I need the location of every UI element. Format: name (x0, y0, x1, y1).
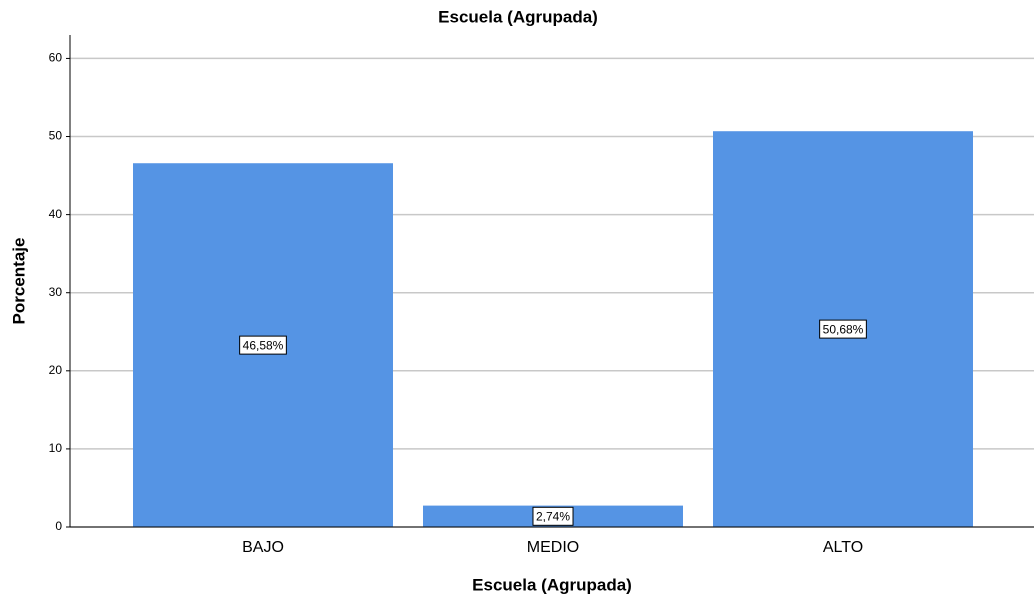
y-axis-label: Porcentaje (9, 238, 28, 325)
value-label: 46,58% (243, 338, 284, 352)
value-label-box (819, 319, 867, 339)
x-tick-label: MEDIO (527, 539, 579, 556)
x-axis-label: Escuela (Agrupada) (472, 575, 632, 594)
x-tick-label: BAJO (242, 539, 284, 556)
chart-title: Escuela (Agrupada) (438, 7, 598, 26)
value-label-box (239, 335, 287, 355)
value-label: 2,74% (536, 509, 570, 523)
y-tick-label: 10 (49, 441, 63, 455)
value-label: 50,68% (823, 322, 864, 336)
y-tick-label: 60 (49, 51, 63, 65)
y-tick-label: 0 (55, 519, 62, 533)
x-tick-label: ALTO (823, 539, 863, 556)
y-tick-label: 20 (49, 363, 63, 377)
y-tick-label: 40 (49, 207, 63, 221)
y-tick-label: 30 (49, 285, 63, 299)
value-label-box (532, 506, 574, 526)
y-tick-label: 50 (49, 129, 63, 143)
